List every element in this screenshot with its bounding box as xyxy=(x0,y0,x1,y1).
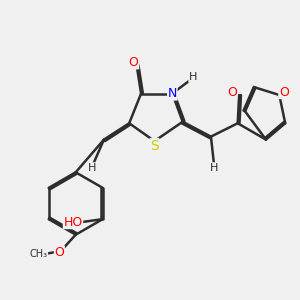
Text: H: H xyxy=(210,163,218,173)
Text: CH₃: CH₃ xyxy=(29,249,48,259)
Text: H: H xyxy=(88,163,96,173)
Text: O: O xyxy=(129,56,139,69)
Text: O: O xyxy=(54,246,64,259)
Text: O: O xyxy=(279,85,289,98)
Text: N: N xyxy=(168,87,177,100)
Text: HO: HO xyxy=(63,216,82,229)
Text: S: S xyxy=(150,139,159,152)
Text: O: O xyxy=(227,85,237,98)
Text: H: H xyxy=(189,72,197,82)
